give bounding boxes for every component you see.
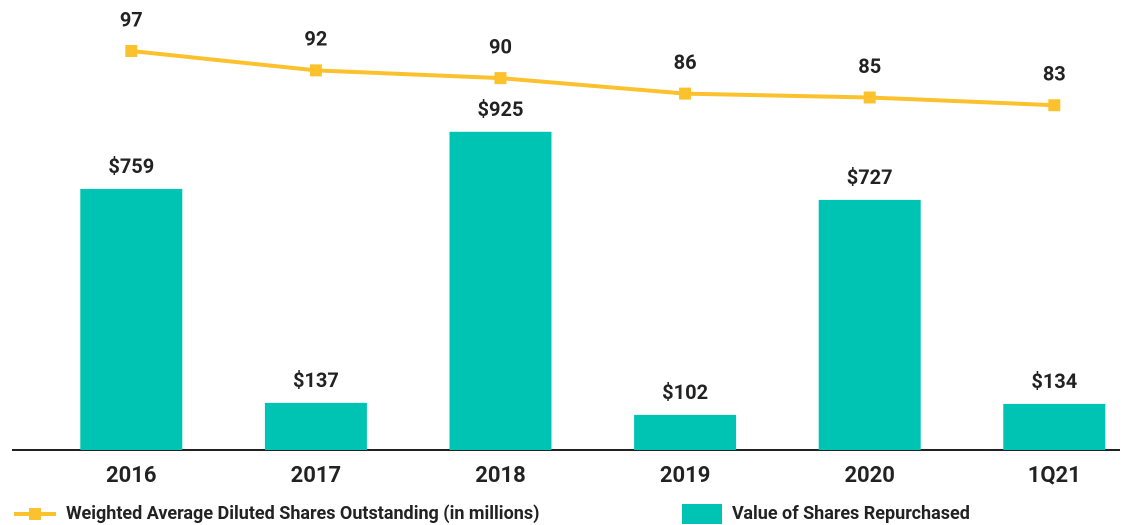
x-tick-label: 2020 — [844, 463, 895, 488]
data-label: $727 — [847, 165, 893, 189]
bar — [80, 188, 183, 451]
data-label: 92 — [304, 27, 327, 51]
x-tick-label: 2016 — [106, 463, 157, 488]
bar — [1003, 403, 1106, 450]
bar — [449, 131, 552, 451]
bar — [264, 402, 367, 450]
x-tick-label: 2017 — [291, 463, 342, 488]
x-tick-label: 2018 — [475, 463, 526, 488]
line-marker — [1048, 99, 1061, 112]
data-label: $925 — [478, 97, 524, 121]
line-marker — [309, 64, 322, 77]
data-label: $102 — [662, 380, 708, 404]
data-label: $137 — [293, 368, 339, 392]
legend-label: Value of Shares Repurchased — [732, 503, 970, 524]
data-label: 83 — [1043, 62, 1066, 86]
data-label: 85 — [858, 54, 881, 78]
data-label: $759 — [108, 154, 154, 178]
line — [131, 49, 1055, 108]
bar — [818, 199, 921, 450]
data-label: 86 — [674, 50, 697, 74]
legend-swatch — [682, 504, 722, 524]
data-label: $134 — [1031, 369, 1077, 393]
legend-marker — [29, 508, 41, 520]
x-tick-label: 1Q21 — [1028, 463, 1081, 488]
line-marker — [494, 72, 507, 85]
bar — [634, 414, 737, 450]
data-label: 97 — [120, 7, 143, 31]
x-tick-label: 2019 — [660, 463, 711, 488]
legend-label: Weighted Average Diluted Shares Outstand… — [66, 503, 539, 524]
line-marker — [863, 91, 876, 104]
line-marker — [679, 87, 692, 100]
data-label: 90 — [489, 34, 512, 58]
line-marker — [125, 44, 138, 57]
